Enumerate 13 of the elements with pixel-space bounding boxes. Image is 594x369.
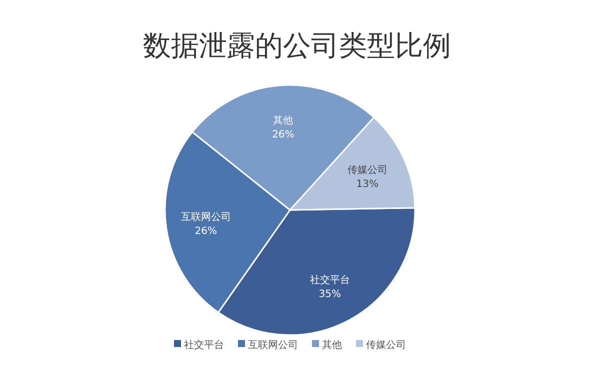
data-label: 26% <box>194 226 217 238</box>
data-label: 26% <box>272 129 294 140</box>
chart-title: 数据泄露的公司类型比例 <box>143 29 451 62</box>
legend-label: 社交平台 <box>184 339 224 351</box>
slice-label: 传媒公司 <box>347 164 388 176</box>
slice-label: 社交平台 <box>310 274 350 286</box>
slice-label: 互联网公司 <box>180 211 231 224</box>
legend-label: 其他 <box>322 339 342 351</box>
data-label: 13% <box>356 178 379 190</box>
slice-label: 其他 <box>273 114 294 126</box>
data-label: 35% <box>318 289 342 300</box>
legend-label: 传媒公司 <box>366 339 406 351</box>
legend-label: 互联网公司 <box>248 339 298 351</box>
